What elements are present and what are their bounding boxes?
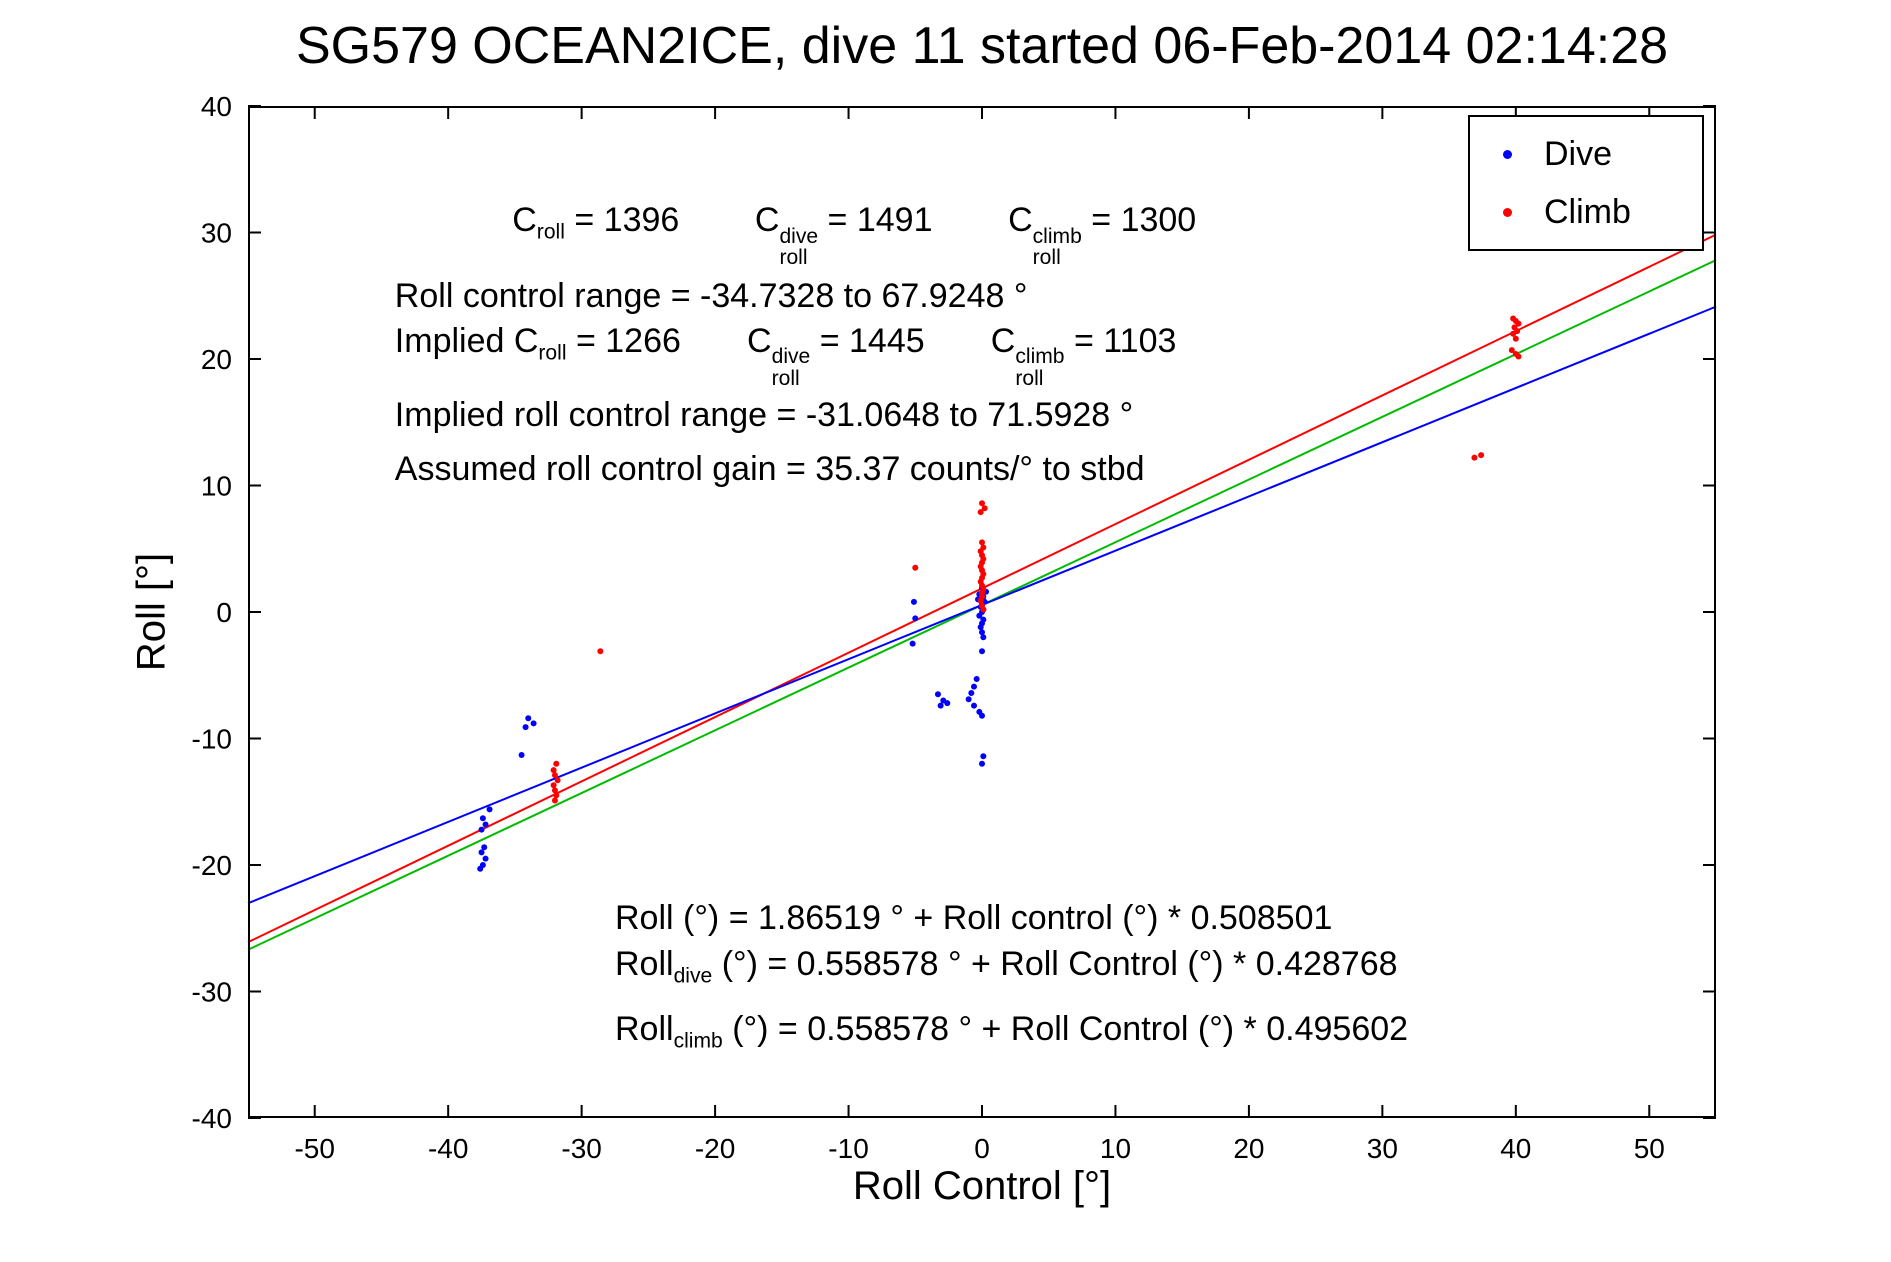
scatter-point xyxy=(479,815,486,822)
scatter-point xyxy=(1512,335,1519,342)
scatter-point xyxy=(912,564,919,571)
scatter-point xyxy=(482,855,489,862)
climb-marker-icon xyxy=(1470,207,1544,217)
x-tick-label: -20 xyxy=(695,1133,735,1164)
scatter-point xyxy=(486,806,493,813)
scatter-point xyxy=(530,720,537,727)
dive-points xyxy=(477,584,990,872)
scatter-point xyxy=(970,702,977,709)
legend: Dive Climb xyxy=(1468,115,1704,251)
x-tick-label: -40 xyxy=(428,1133,468,1164)
x-tick-label: 10 xyxy=(1100,1133,1131,1164)
scatter-point xyxy=(980,753,987,760)
scatter-point xyxy=(980,634,987,641)
scatter-point xyxy=(976,612,983,619)
x-ticks: -50 -40 -30 -20 -10 0 10 20 30 40 50 xyxy=(294,106,1665,1164)
scatter-point xyxy=(478,826,485,833)
y-tick-label: 30 xyxy=(201,218,232,249)
scatter-point xyxy=(550,767,557,774)
x-tick-label: 50 xyxy=(1634,1133,1665,1164)
y-tick-label: -20 xyxy=(192,850,232,881)
scatter-point xyxy=(979,712,985,719)
scatter-point xyxy=(965,696,972,703)
y-tick-label: 0 xyxy=(216,597,232,628)
y-tick-label: 10 xyxy=(201,471,232,502)
scatter-point xyxy=(944,700,951,707)
plot-area: -50 -40 -30 -20 -10 0 10 20 30 40 50 -40 -30 -20 -10 0 1… xyxy=(192,91,1717,1164)
legend-item-dive: Dive xyxy=(1470,125,1702,183)
scatter-point xyxy=(979,539,985,546)
legend-label: Climb xyxy=(1544,192,1631,231)
scatter-point xyxy=(979,629,985,636)
scatter-point xyxy=(1478,452,1485,459)
scatter-point xyxy=(551,787,558,794)
scatter-point xyxy=(553,760,560,767)
scatter-point xyxy=(1508,347,1515,354)
dive-marker-icon xyxy=(1470,149,1544,159)
scatter-point xyxy=(553,792,560,799)
scatter-point xyxy=(977,624,984,631)
scatter-point xyxy=(550,782,557,789)
scatter-point xyxy=(968,689,975,696)
scatter-point xyxy=(970,683,977,690)
scatter-point xyxy=(551,797,558,804)
y-tick-label: 20 xyxy=(201,344,232,375)
scatter-point xyxy=(482,821,489,828)
x-tick-label: -50 xyxy=(294,1133,334,1164)
scatter-point xyxy=(973,676,980,683)
scatter-point xyxy=(525,715,532,722)
scatter-point xyxy=(554,777,561,784)
scatter-point xyxy=(522,724,529,731)
legend-item-climb: Climb xyxy=(1470,183,1702,241)
scatter-point xyxy=(912,615,919,622)
legend-label: Dive xyxy=(1544,134,1613,173)
y-tick-label: -30 xyxy=(192,977,232,1008)
scatter-point xyxy=(477,865,484,872)
x-tick-label: 0 xyxy=(974,1133,990,1164)
scatter-point xyxy=(1471,454,1478,461)
scatter-point xyxy=(518,751,525,758)
x-tick-label: 30 xyxy=(1367,1133,1398,1164)
scatter-point xyxy=(979,760,985,767)
scatter-point xyxy=(910,598,917,605)
scatter-point xyxy=(478,849,485,856)
scatter-point xyxy=(551,772,558,779)
y-tick-label: -10 xyxy=(192,724,232,755)
scatter-point xyxy=(1515,320,1522,327)
y-tick-label: 40 xyxy=(201,91,232,122)
y-tick-label: -40 xyxy=(192,1103,232,1134)
scatter-point xyxy=(981,505,988,512)
scatter-point xyxy=(909,640,916,647)
x-tick-label: 40 xyxy=(1500,1133,1531,1164)
plot-border xyxy=(248,106,1716,1118)
scatter-point xyxy=(597,648,604,655)
x-tick-label: -30 xyxy=(561,1133,601,1164)
plot-canvas: -50 -40 -30 -20 -10 0 10 20 30 40 50 -40 -30 -20 -10 0 1… xyxy=(192,91,1717,1164)
scatter-point xyxy=(937,702,944,709)
scatter-point xyxy=(979,500,985,507)
x-axis-label: Roll Control [°] xyxy=(852,1164,1112,1208)
scatter-point xyxy=(979,648,985,655)
scatter-point xyxy=(934,691,941,698)
scatter-point xyxy=(977,597,984,604)
y-ticks: -40 -30 -20 -10 0 10 20 30 40 xyxy=(192,91,1716,1134)
scatter-point xyxy=(977,509,984,516)
chart-title: SG579 OCEAN2ICE, dive 11 started 06-Feb-… xyxy=(295,17,1669,75)
x-tick-label: 20 xyxy=(1233,1133,1264,1164)
scatter-point xyxy=(1510,330,1517,337)
scatter-point xyxy=(1515,353,1522,360)
scatter-point xyxy=(481,844,488,851)
climb-points xyxy=(550,315,1522,804)
scatter-point xyxy=(980,606,987,613)
y-axis-label: Roll [°] xyxy=(129,552,174,672)
x-tick-label: -10 xyxy=(828,1133,868,1164)
